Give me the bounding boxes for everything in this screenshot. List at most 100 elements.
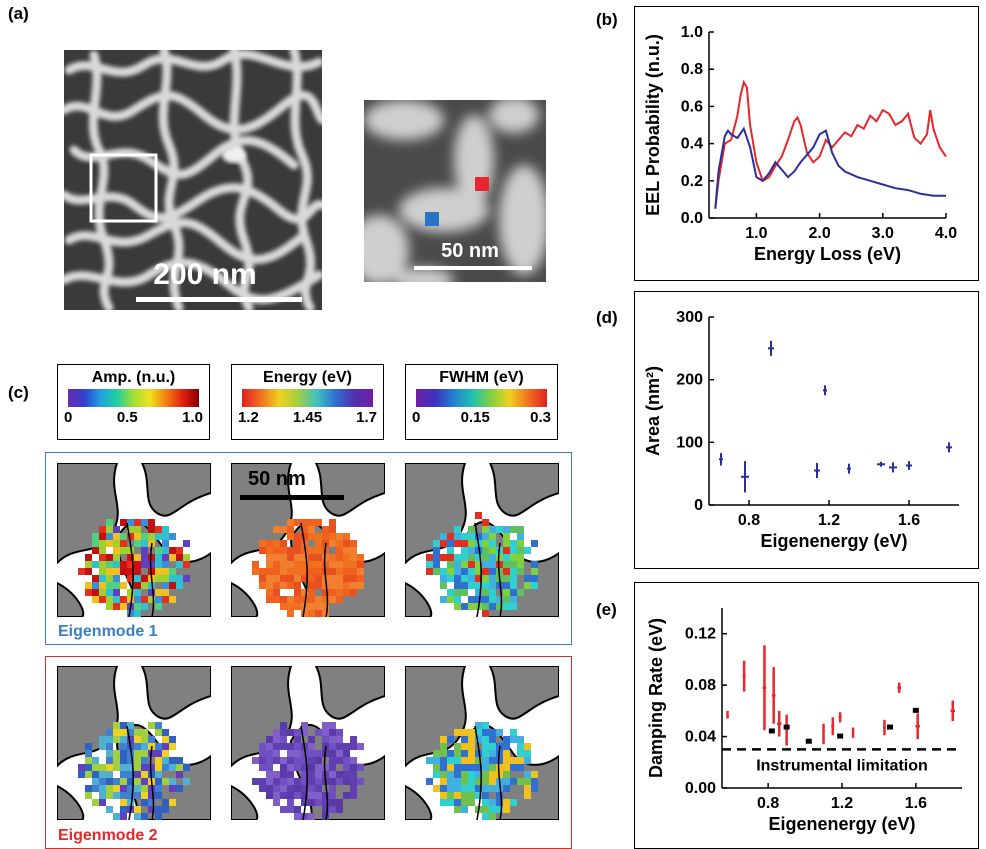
map-pixel <box>315 561 322 568</box>
map-pixel <box>496 806 503 813</box>
map-pixel <box>113 792 120 799</box>
map-pixel <box>322 582 329 589</box>
y-tick-label: 0.04 <box>685 729 716 746</box>
map-pixel <box>447 736 454 743</box>
map-pixel <box>162 526 169 533</box>
map-pixel <box>259 764 266 771</box>
map-pixel <box>503 589 510 596</box>
map-pixel <box>524 743 531 750</box>
map-pixel <box>475 792 482 799</box>
particle-region <box>405 784 433 820</box>
map-pixel <box>475 561 482 568</box>
map-pixel <box>106 596 113 603</box>
map-pixel <box>287 771 294 778</box>
map-pixel <box>280 596 287 603</box>
data-point <box>837 733 844 739</box>
map-pixel <box>162 575 169 582</box>
map-pixel <box>92 547 99 554</box>
map-pixel <box>336 736 343 743</box>
map-pixel <box>162 582 169 589</box>
map-pixel <box>134 554 141 561</box>
map-pixel <box>99 778 106 785</box>
map-pixel <box>454 582 461 589</box>
x-tick-label: 2.0 <box>808 225 830 242</box>
map-pixel <box>141 736 148 743</box>
map-pixel <box>468 729 475 736</box>
map-pixel <box>99 540 106 547</box>
map-pixel <box>343 582 350 589</box>
map-pixel <box>106 603 113 610</box>
map-pixel <box>461 589 468 596</box>
map-pixel <box>280 554 287 561</box>
map-pixel <box>162 778 169 785</box>
x-tick-label: 4.0 <box>935 225 957 242</box>
map-pixel <box>266 764 273 771</box>
map-pixel <box>468 561 475 568</box>
map-pixel <box>294 813 301 820</box>
map-pixel <box>155 603 162 610</box>
map-pixel <box>287 526 294 533</box>
map-pixel <box>287 610 294 617</box>
map-pixel <box>280 771 287 778</box>
map-pixel <box>266 540 273 547</box>
map-pixel <box>454 561 461 568</box>
map-pixel <box>141 575 148 582</box>
panel-label-e: (e) <box>596 600 617 619</box>
map-pixel <box>350 554 357 561</box>
map-pixel <box>106 519 113 526</box>
colorbar-fwhm-tick-1: 0.15 <box>460 409 490 426</box>
map-pixel <box>489 547 496 554</box>
map-pixel <box>113 575 120 582</box>
map-pixel <box>524 778 531 785</box>
map-pixel <box>510 757 517 764</box>
map-pixel <box>127 722 134 729</box>
map-pixel <box>440 554 447 561</box>
map-pixel <box>134 533 141 540</box>
map-pixel <box>433 785 440 792</box>
map-pixel <box>322 596 329 603</box>
map-pixel <box>475 722 482 729</box>
map-pixel <box>162 554 169 561</box>
map-pixel <box>475 568 482 575</box>
map-pixel <box>329 589 336 596</box>
map-pixel <box>113 736 120 743</box>
y-tick-label: 300 <box>676 309 703 326</box>
map-pixel <box>503 778 510 785</box>
map-pixel <box>308 589 315 596</box>
map-pixel <box>127 610 134 617</box>
map-pixel <box>301 610 308 617</box>
map-pixel <box>280 568 287 575</box>
map-pixel <box>482 750 489 757</box>
map-pixel <box>141 771 148 778</box>
map-pixel <box>308 533 315 540</box>
map-pixel <box>113 526 120 533</box>
map-pixel <box>350 743 357 750</box>
map-pixel <box>127 589 134 596</box>
map-pixel <box>273 589 280 596</box>
map-pixel <box>503 736 510 743</box>
map-pixel <box>148 596 155 603</box>
map-pixel <box>440 596 447 603</box>
map-pixel <box>266 736 273 743</box>
map-pixel <box>489 799 496 806</box>
map-pixel <box>148 799 155 806</box>
map-pixel <box>280 582 287 589</box>
map-pixel <box>113 778 120 785</box>
y-tick-label: 0.6 <box>681 98 703 115</box>
map-pixel <box>301 533 308 540</box>
map-pixel <box>120 519 127 526</box>
map-pixel <box>329 764 336 771</box>
map-pixel <box>482 757 489 764</box>
map-pixel <box>287 582 294 589</box>
map-pixel <box>155 533 162 540</box>
map-pixel <box>489 596 496 603</box>
map-pixel <box>468 778 475 785</box>
map-pixel <box>510 568 517 575</box>
map-pixel <box>531 582 538 589</box>
colorbar-fwhm-tick-2: 0.3 <box>530 409 551 426</box>
map-pixel <box>148 526 155 533</box>
map-pixel <box>287 603 294 610</box>
map-pixel <box>329 778 336 785</box>
map-pixel <box>454 757 461 764</box>
map-pixel <box>287 799 294 806</box>
